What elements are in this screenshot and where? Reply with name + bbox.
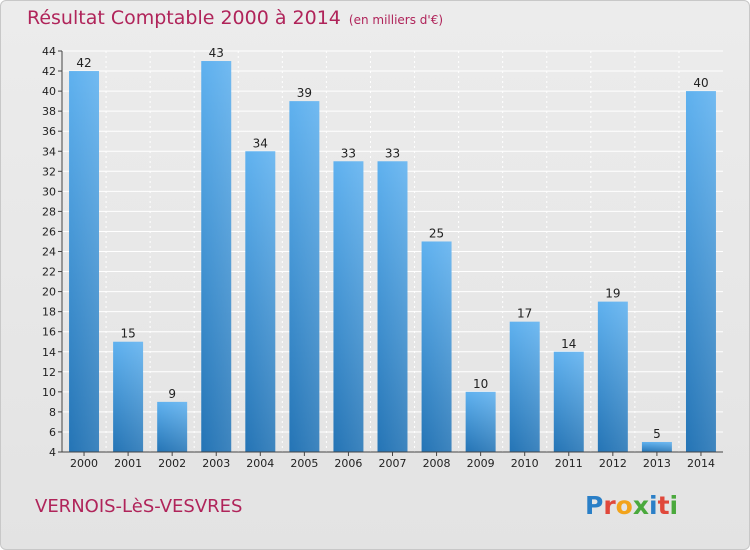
y-tick-label: 32 <box>42 165 56 178</box>
x-tick-label: 2008 <box>423 457 451 470</box>
value-label-2009: 10 <box>473 377 488 391</box>
bar-shine-2003 <box>201 61 232 453</box>
y-tick-label: 22 <box>42 266 56 279</box>
y-tick-label: 20 <box>42 286 56 299</box>
y-tick-label: 34 <box>42 145 56 158</box>
value-label-2010: 17 <box>517 307 532 321</box>
y-tick-label: 40 <box>42 85 56 98</box>
x-tick-label: 2010 <box>511 457 539 470</box>
bar-shine-2012 <box>597 301 628 452</box>
y-tick-label: 12 <box>42 366 56 379</box>
x-tick-label: 2004 <box>246 457 274 470</box>
x-tick-label: 2003 <box>202 457 230 470</box>
y-tick-label: 14 <box>42 346 56 359</box>
y-tick-label: 4 <box>49 446 56 459</box>
x-tick-label: 2011 <box>555 457 583 470</box>
x-tick-label: 2001 <box>114 457 142 470</box>
x-tick-label: 2009 <box>467 457 495 470</box>
chart-title-text: Résultat Comptable 2000 à 2014 <box>27 7 341 29</box>
bar-shine-2002 <box>157 401 188 452</box>
x-tick-label: 2013 <box>643 457 671 470</box>
chart-subtitle: (en milliers d'€) <box>348 13 444 27</box>
bar-shine-2014 <box>685 91 716 452</box>
y-tick-label: 42 <box>42 65 56 78</box>
y-tick-label: 8 <box>49 406 56 419</box>
bar-shine-2010 <box>509 321 540 452</box>
value-label-2014: 40 <box>693 76 708 90</box>
y-tick-label: 44 <box>42 45 56 58</box>
y-tick-label: 36 <box>42 125 56 138</box>
value-label-2012: 19 <box>605 287 620 301</box>
y-tick-label: 18 <box>42 306 56 319</box>
value-label-2003: 43 <box>209 46 224 60</box>
bar-shine-2006 <box>333 161 364 452</box>
value-label-2005: 39 <box>297 86 312 100</box>
proxiti-logo: Proxiti <box>585 491 679 520</box>
bar-shine-2001 <box>113 341 144 452</box>
value-label-2001: 15 <box>120 327 135 341</box>
chart-title: Résultat Comptable 2000 à 2014 (en millie… <box>27 7 443 29</box>
x-tick-label: 2005 <box>290 457 318 470</box>
value-label-2006: 33 <box>341 146 356 160</box>
bar-shine-2007 <box>377 161 408 452</box>
y-tick-label: 26 <box>42 225 56 238</box>
commune-name: VERNOIS-LèS-VESVRES <box>35 496 243 517</box>
x-tick-label: 2006 <box>334 457 362 470</box>
bar-shine-2009 <box>465 391 496 452</box>
x-tick-label: 2012 <box>599 457 627 470</box>
bar-shine-2000 <box>69 71 100 453</box>
value-label-2013: 5 <box>653 427 661 441</box>
bar-shine-2005 <box>289 101 320 452</box>
value-label-2000: 42 <box>76 56 91 70</box>
x-tick-label: 2000 <box>70 457 98 470</box>
value-label-2004: 34 <box>253 136 268 150</box>
bar-shine-2008 <box>421 241 452 452</box>
y-tick-label: 30 <box>42 185 56 198</box>
value-label-2008: 25 <box>429 226 444 240</box>
y-tick-label: 16 <box>42 326 56 339</box>
bar-shine-2011 <box>553 351 584 452</box>
y-tick-label: 24 <box>42 246 56 259</box>
value-label-2011: 14 <box>561 337 576 351</box>
x-tick-label: 2014 <box>687 457 715 470</box>
y-tick-label: 28 <box>42 205 56 218</box>
y-tick-label: 6 <box>49 426 56 439</box>
x-tick-label: 2002 <box>158 457 186 470</box>
value-label-2002: 9 <box>168 387 176 401</box>
bars <box>69 61 716 453</box>
x-tick-label: 2007 <box>379 457 407 470</box>
value-label-2007: 33 <box>385 146 400 160</box>
y-tick-label: 10 <box>42 386 56 399</box>
y-tick-label: 38 <box>42 105 56 118</box>
value-labels: 42 15 9 43 34 39 33 33 25 10 17 14 19 5 40 <box>76 46 708 441</box>
bar-shine-2013 <box>641 441 672 452</box>
axes: 4 6 8 10 12 14 16 18 20 22 24 26 28 30 32 34 36 38 40 42 44 2… <box>42 45 723 470</box>
bar-shine-2004 <box>245 151 276 452</box>
